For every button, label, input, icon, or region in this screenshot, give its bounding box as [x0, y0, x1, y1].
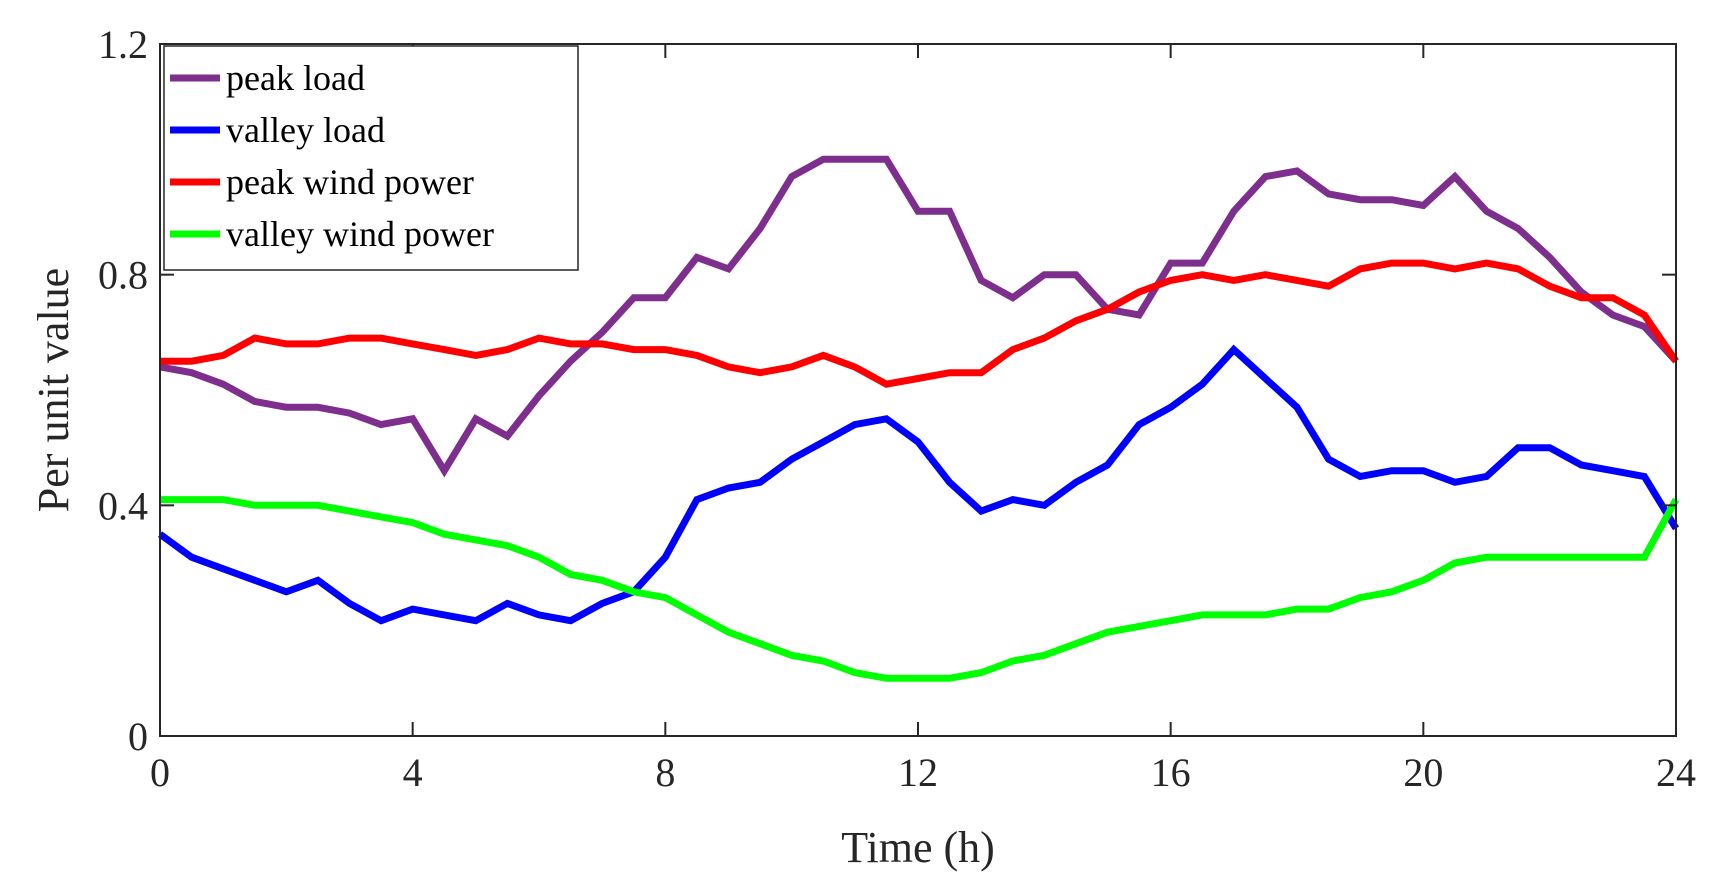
x-tick-label: 12: [898, 750, 938, 795]
x-tick-label: 24: [1656, 750, 1696, 795]
y-tick-label: 0.8: [98, 253, 148, 298]
legend-label-1: peak load: [226, 58, 365, 98]
x-tick-label: 0: [150, 750, 170, 795]
legend-box: [163, 45, 579, 271]
series-line-4: [160, 496, 1680, 682]
y-axis-label: Per unit value: [29, 268, 78, 512]
axis-ticks: 0 4 8 12 16 20 24 0 0.4 0.8 1.2: [98, 22, 1696, 795]
y-tick-label: 0.4: [98, 483, 148, 528]
y-tick-label: 0: [128, 714, 148, 759]
y-tick-label: 1.2: [98, 22, 148, 67]
legend: peak load valley load peak wind power valle…: [163, 45, 579, 271]
series-line-2: [157, 344, 1679, 625]
x-tick-label: 4: [403, 750, 423, 795]
legend-label-3: peak wind power: [226, 162, 474, 202]
series-line-1: [159, 155, 1679, 478]
x-tick-label: 8: [655, 750, 675, 795]
x-axis-label: Time (h): [841, 823, 995, 872]
legend-label-2: valley load: [226, 110, 385, 150]
x-tick-label: 16: [1151, 750, 1191, 795]
x-tick-label: 20: [1403, 750, 1443, 795]
series-layer: [157, 155, 1680, 682]
legend-label-4: valley wind power: [226, 214, 494, 254]
series-line-3: [160, 259, 1679, 388]
